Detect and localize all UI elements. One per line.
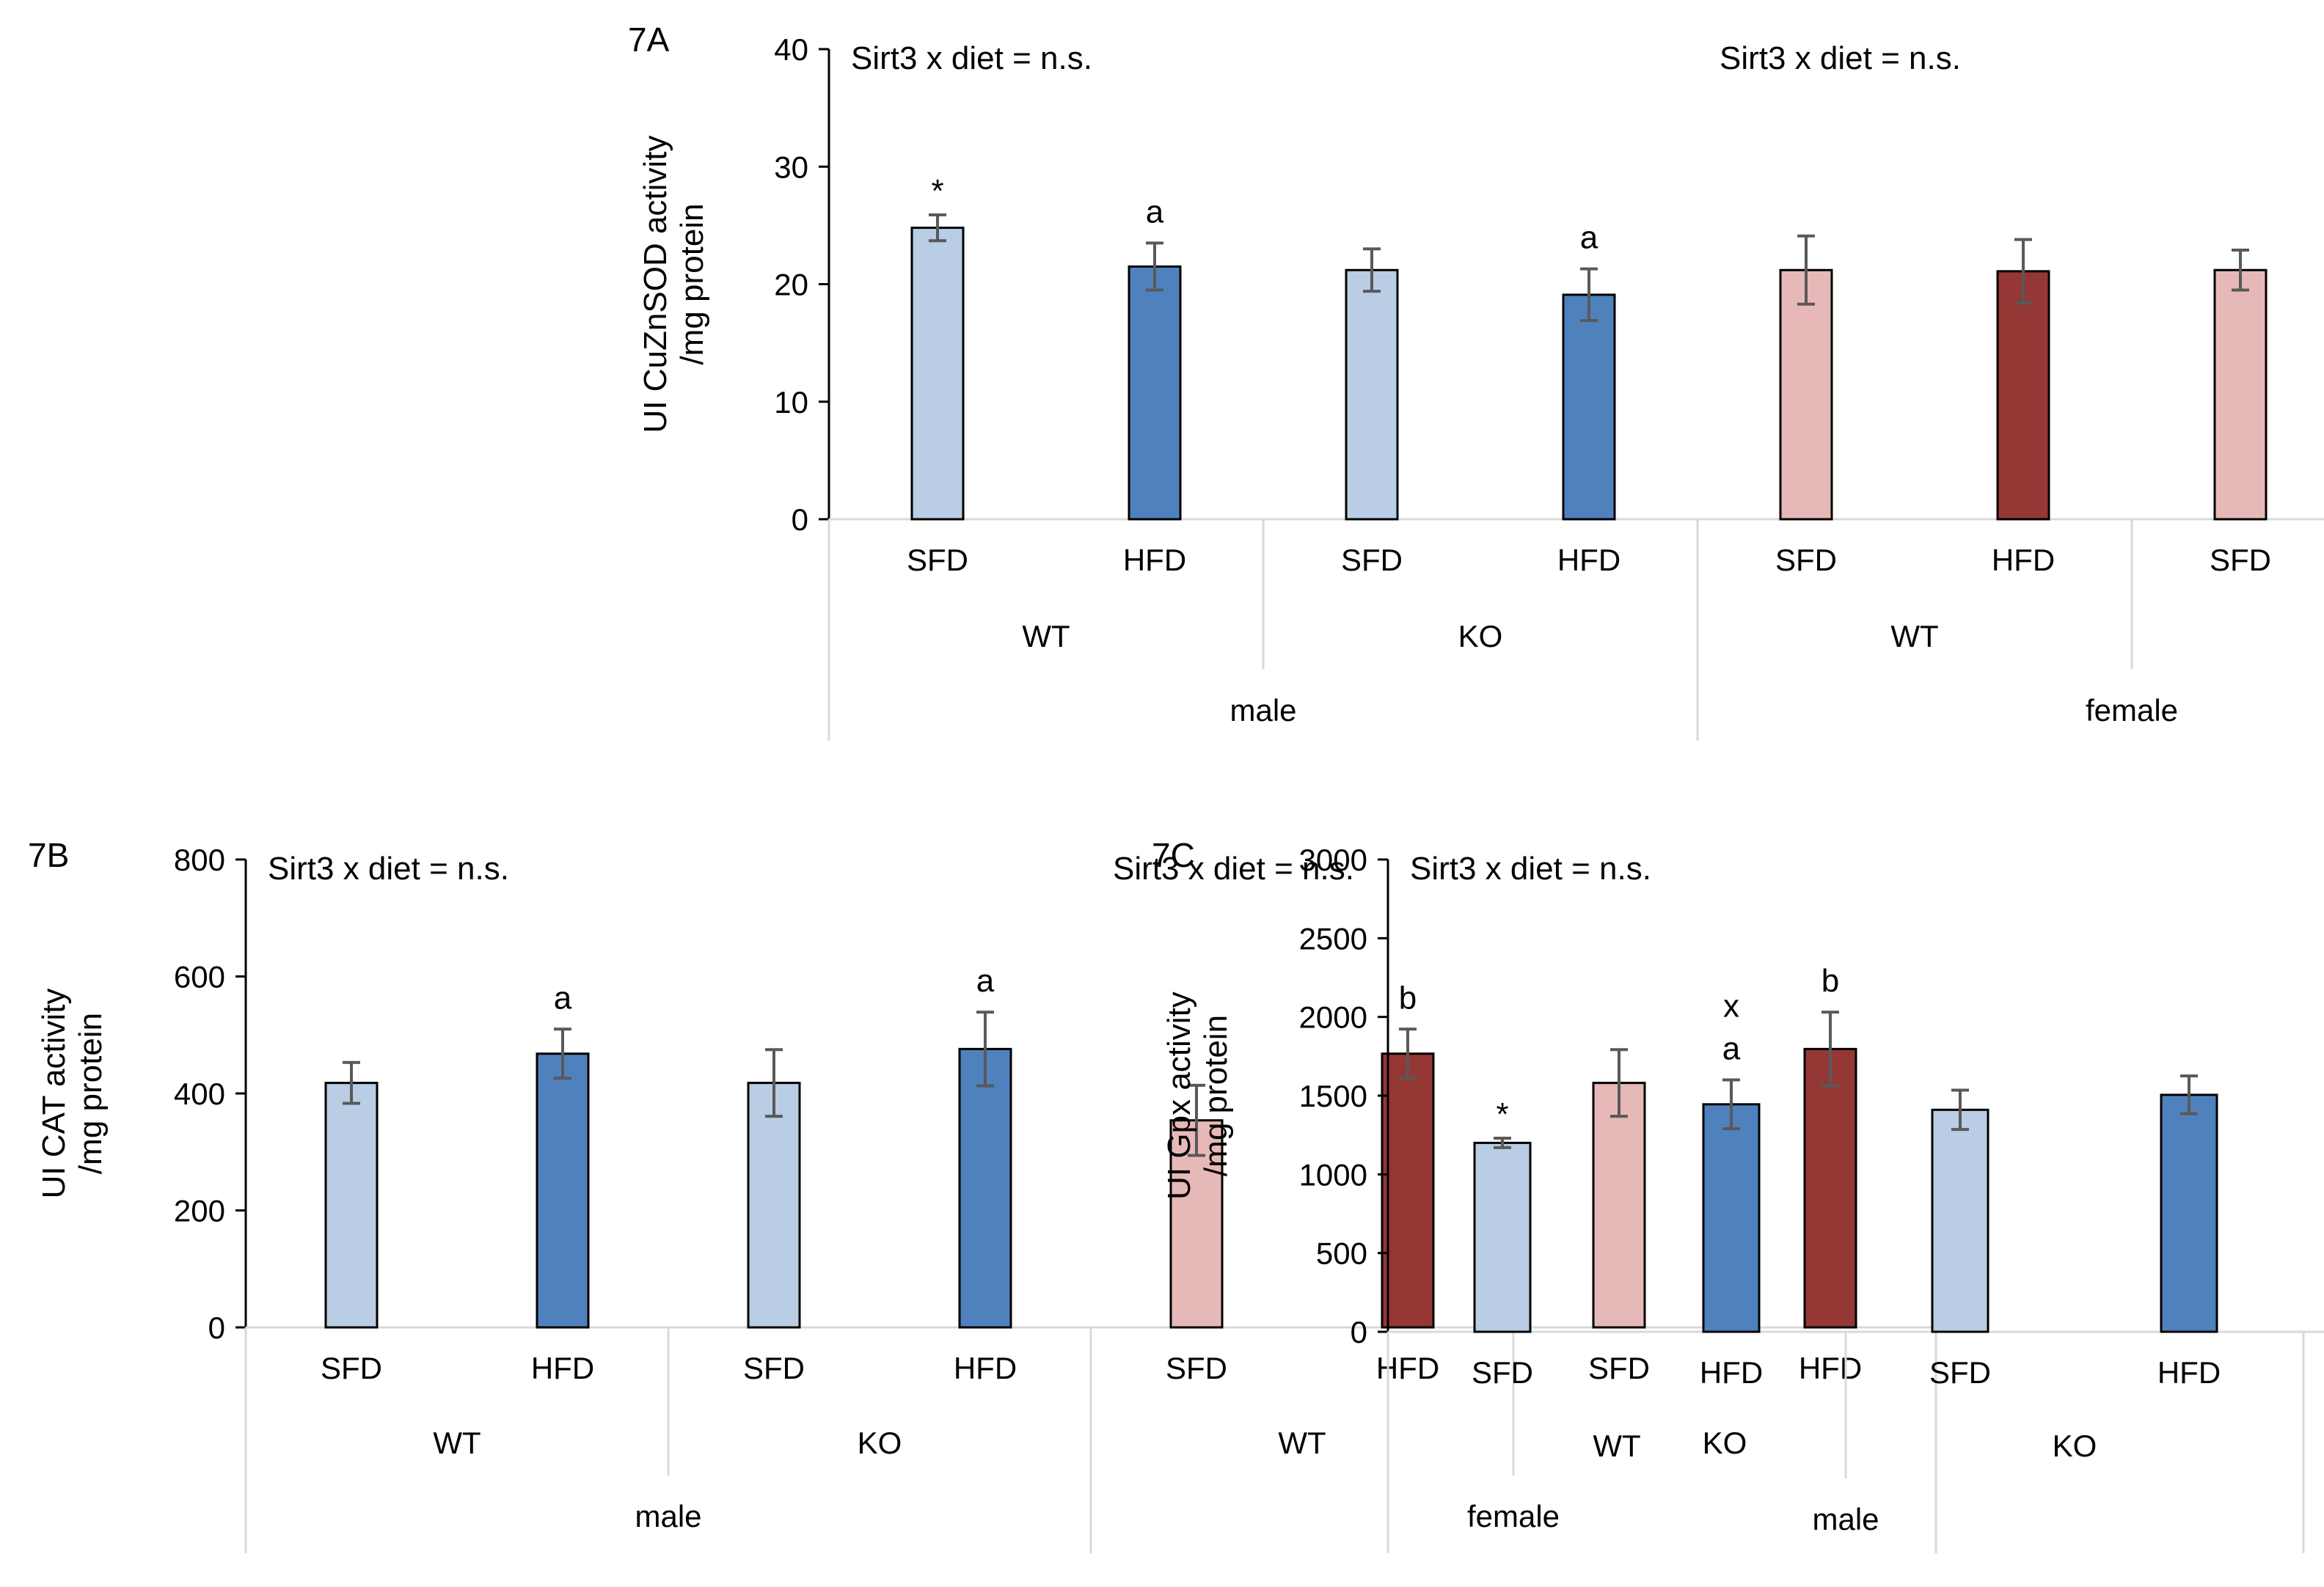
y-tick-label: 400 (174, 1077, 225, 1111)
bar (1779, 268, 1833, 521)
x-diet-label: SFD (321, 1351, 382, 1385)
significance-mark: a (554, 980, 572, 1016)
x-diet-label: SFD (2210, 543, 2271, 577)
bar (324, 1082, 379, 1329)
x-genotype-label: WT (1593, 1429, 1640, 1463)
x-sex-label: male (1229, 693, 1296, 727)
bar (1473, 1141, 1532, 1333)
bar (536, 1052, 590, 1329)
x-diet-label: SFD (1472, 1355, 1533, 1390)
y-axis-label-line1: UI CAT activity (36, 989, 72, 1199)
x-genotype-label: KO (1458, 619, 1503, 653)
x-diet-label: SFD (1588, 1351, 1650, 1385)
interaction-annotation: Sirt3 x diet = n.s. (1410, 851, 1651, 887)
chart-panel-7c: 7C UI Gpx activity/mg protein 0 500 1000 1500… (1152, 836, 2324, 1553)
y-axis-label-line2: /mg protein (73, 1013, 109, 1174)
y-axis-label-line1: UI Gpx activity (1161, 992, 1197, 1200)
y-tick-label: 3000 (1299, 843, 1367, 877)
y-axis-label-line2: /mg protein (674, 203, 710, 364)
bar (1702, 1103, 1761, 1333)
significance-mark: * (931, 173, 943, 209)
interaction-annotation: Sirt3 x diet = n.s. (851, 40, 1092, 76)
x-diet-label: HFD (531, 1351, 594, 1385)
x-diet-label: SFD (1929, 1355, 1991, 1390)
panel-label: 7C (1152, 836, 1195, 874)
x-diet-label: HFD (1123, 543, 1186, 577)
bar (1592, 1082, 1646, 1329)
y-axis-label-line2: /mg protein (1198, 1015, 1234, 1176)
bar (910, 227, 965, 521)
x-genotype-label: WT (433, 1426, 480, 1460)
x-sex-label: female (2086, 693, 2178, 727)
x-diet-label: HFD (954, 1351, 1017, 1385)
y-tick-label: 1000 (1299, 1157, 1367, 1192)
x-diet-label: HFD (1992, 543, 2055, 577)
x-genotype-label: KO (1703, 1426, 1747, 1460)
y-tick-label: 20 (774, 268, 808, 302)
chart-panel-7a: 7A UI CuZnSOD activity/mg protein 0 10 20 30 4… (628, 21, 2324, 741)
y-tick-label: 600 (174, 960, 225, 994)
x-diet-label: SFD (1166, 1351, 1227, 1385)
bar (2160, 1093, 2218, 1333)
y-axis-label-line1: UI CuZnSOD activity (637, 136, 673, 433)
significance-mark: a (976, 963, 995, 999)
x-diet-label: HFD (1557, 543, 1620, 577)
y-tick-label: 2500 (1299, 921, 1367, 956)
bar (1931, 1108, 1989, 1333)
significance-mark: b (1399, 980, 1417, 1016)
y-tick-label: 10 (774, 385, 808, 419)
y-tick-label: 40 (774, 32, 808, 67)
significance-mark: x (1723, 989, 1739, 1025)
x-genotype-label: KO (858, 1426, 902, 1460)
x-genotype-label: WT (1022, 619, 1070, 653)
significance-mark: b (1821, 963, 1839, 999)
y-tick-label: 800 (174, 843, 225, 877)
x-genotype-label: WT (1890, 619, 1938, 653)
bar (1381, 1052, 1435, 1329)
y-tick-label: 2000 (1299, 1000, 1367, 1035)
bar (747, 1082, 801, 1329)
panel-label: 7A (628, 21, 670, 59)
bar (1803, 1047, 1857, 1329)
y-tick-label: 0 (792, 502, 808, 537)
x-diet-label: HFD (1700, 1355, 1763, 1390)
interaction-annotation: Sirt3 x diet = n.s. (268, 851, 509, 887)
x-sex-label: male (1812, 1502, 1879, 1536)
bar (1562, 293, 1616, 521)
y-tick-label: 0 (1351, 1315, 1367, 1349)
x-diet-label: HFD (2157, 1355, 2221, 1390)
x-diet-label: HFD (1799, 1351, 1862, 1385)
bar (958, 1047, 1012, 1329)
bar (1996, 270, 2050, 521)
significance-mark: a (1722, 1031, 1741, 1067)
interaction-annotation: Sirt3 x diet = n.s. (1720, 40, 1961, 76)
y-tick-label: 1500 (1299, 1079, 1367, 1113)
y-tick-label: 200 (174, 1194, 225, 1228)
x-diet-label: SFD (1341, 543, 1403, 577)
panel-label: 7B (28, 836, 69, 874)
bar (2213, 268, 2268, 521)
y-tick-label: 500 (1316, 1236, 1367, 1271)
bar (1128, 265, 1182, 521)
x-diet-label: HFD (1376, 1351, 1439, 1385)
significance-mark: a (1146, 194, 1164, 230)
x-diet-label: SFD (907, 543, 968, 577)
x-genotype-label: KO (2053, 1429, 2097, 1463)
x-diet-label: SFD (1775, 543, 1837, 577)
y-tick-label: 30 (774, 150, 808, 184)
bar (1345, 268, 1399, 521)
x-diet-label: SFD (743, 1351, 805, 1385)
interaction-annotation: Sirt3 x diet = n.s. (1113, 851, 1354, 887)
significance-mark: a (1580, 220, 1598, 256)
x-genotype-label: WT (1278, 1426, 1326, 1460)
significance-mark: * (1496, 1096, 1508, 1132)
y-tick-label: 0 (208, 1311, 225, 1345)
x-sex-label: female (1467, 1499, 1560, 1533)
chart-panel-7b: 7B UI CAT activity/mg protein 0 200 400 600 80… (28, 836, 1937, 1553)
x-sex-label: male (635, 1499, 701, 1533)
